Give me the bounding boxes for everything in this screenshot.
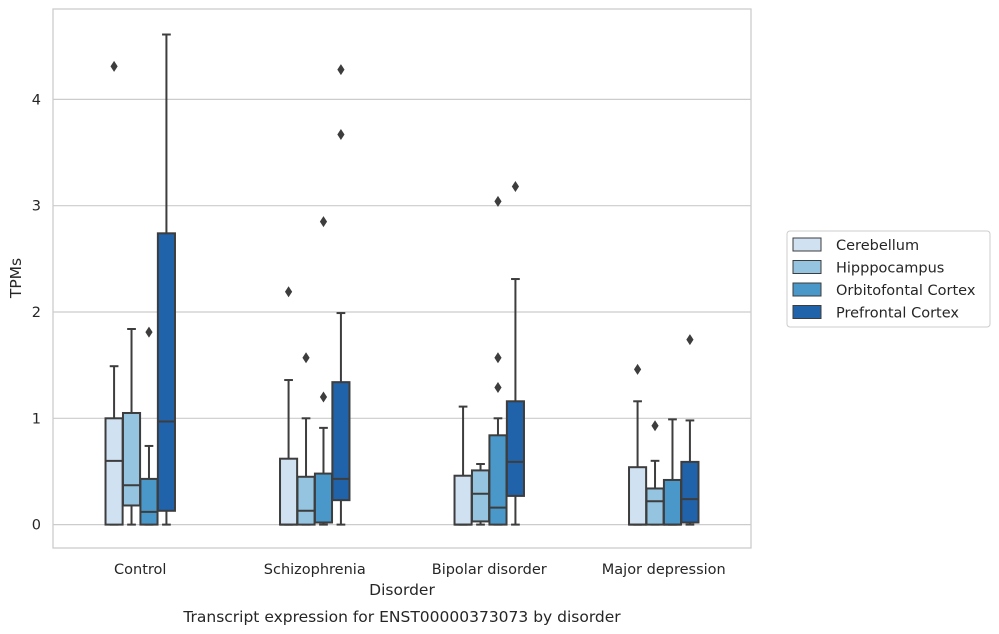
box-iqr [279,457,299,526]
y-tick-label: 3 [32,199,41,215]
box-iqr [488,434,508,526]
series-cerebellum [104,60,648,526]
y-axis-label: TPMs [7,258,25,299]
outlier-point [337,64,345,76]
box-element [156,33,176,526]
legend-swatch [792,260,822,274]
legend-frame [786,230,991,328]
legend-label: Hipppocampus [836,261,944,277]
y-tick-label: 4 [32,92,41,108]
series-orbitofontal-cortex [139,195,683,526]
box-iqr [139,477,159,526]
box-element [121,327,142,526]
legend-label: Prefrontal Cortex [836,306,959,322]
box-iqr [313,472,334,524]
box-iqr [645,487,665,526]
outlier-point [494,195,502,207]
box-element [139,326,159,526]
legend: Cerebellum Hipppocampus Orbitofontal Corte… [786,230,991,328]
box-element [470,463,491,526]
box-element [645,420,665,526]
outlier-point [337,128,345,140]
outlier-point [110,60,118,72]
legend-item: Cerebellum [792,237,919,254]
y-tick-label: 1 [32,411,41,427]
box-element [104,60,124,526]
x-tick-label: Major depression [602,562,726,578]
box-iqr [453,474,473,526]
box-iqr [680,460,700,524]
legend-item: Orbitofontal Cortex [792,282,976,299]
x-tick-label: Control [114,562,166,578]
box-element [296,352,316,526]
x-tick-label: Schizophrenia [264,562,366,578]
legend-swatch [792,305,822,319]
legend-item: Prefrontal Cortex [792,305,959,322]
box-element [628,363,648,526]
box-iqr [104,417,124,526]
outlier-point [651,420,659,432]
x-axis-label: Disorder [369,581,435,599]
box-iqr [662,478,683,526]
box-element [331,64,351,526]
box-element [488,195,508,526]
outlier-point [686,334,694,346]
outlier-point [494,381,502,393]
legend-swatch [792,237,822,252]
legend-swatch [792,282,822,297]
box-element [313,216,334,526]
legend-label: Orbitofontal Cortex [836,283,976,299]
y-axis-ticks: 0 1 2 3 4 [32,92,41,533]
outlier-point [302,352,310,364]
box-element [680,334,700,526]
outlier-point [319,391,328,403]
box-element [662,418,683,526]
box-iqr [628,466,648,526]
y-tick-label: 2 [32,305,41,321]
box-iqr [296,475,316,526]
x-axis-ticks: Control Schizophrenia Bipolar disorder Majo… [114,562,726,578]
chart-title: Transcript expression for ENST0000037307… [182,608,621,626]
box-iqr [121,411,142,507]
box-plot-series [104,33,700,526]
series-prefrontal-cortex [156,33,700,526]
outlier-point [145,326,153,338]
outlier-point [319,216,328,228]
outlier-point [511,181,520,193]
outlier-point [284,286,293,298]
y-tick-label: 0 [32,518,41,534]
x-tick-label: Bipolar disorder [432,562,547,578]
box-iqr [156,232,176,512]
box-iqr [505,400,525,497]
series-hipppocampus [121,327,665,526]
box-element [279,286,299,526]
box-iqr [331,381,351,502]
box-iqr [470,469,491,523]
box-element [505,181,525,526]
outlier-point [633,363,642,375]
legend-label: Cerebellum [836,238,919,254]
plot-frame [52,8,752,549]
legend-item: Hipppocampus [792,260,944,277]
box-element [453,405,473,526]
outlier-point [494,352,502,364]
